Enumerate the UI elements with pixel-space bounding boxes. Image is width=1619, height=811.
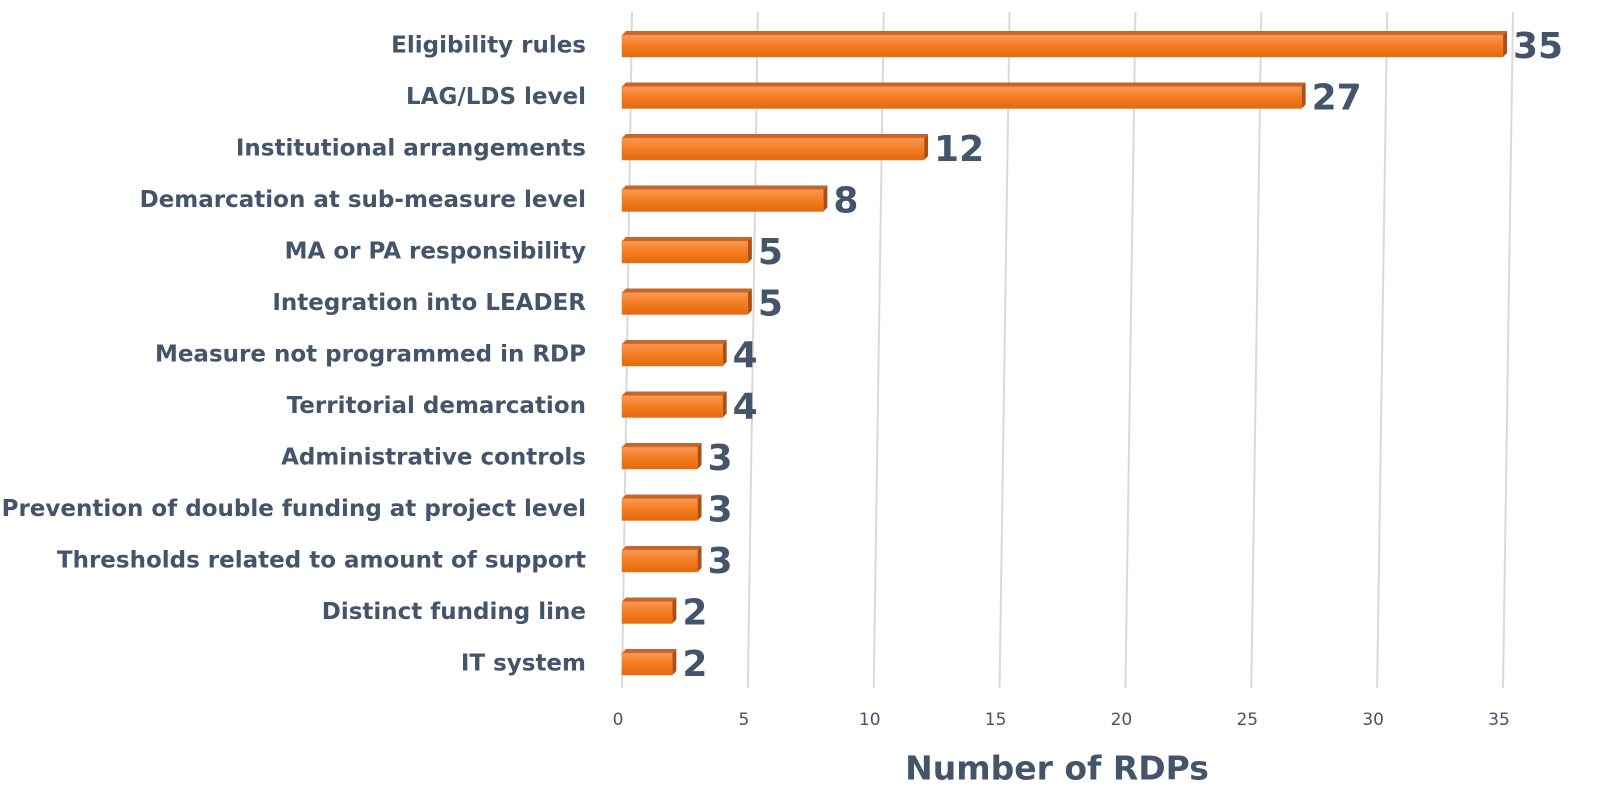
bar-top bbox=[622, 494, 702, 499]
y-tick-label: Measure not programmed in RDP bbox=[155, 342, 586, 368]
x-axis-title: Number of RDPs bbox=[905, 749, 1209, 788]
x-tick-label: 15 bbox=[985, 710, 1007, 730]
bar bbox=[621, 652, 673, 676]
grid-line bbox=[1250, 11, 1263, 689]
bar-top bbox=[622, 31, 1507, 35]
bar-side bbox=[697, 494, 702, 521]
bar-side bbox=[1503, 31, 1507, 57]
bar-top bbox=[622, 288, 752, 293]
bar-top bbox=[622, 237, 752, 241]
y-tick-label: MA or PA responsibility bbox=[285, 239, 586, 265]
x-tick-label: 10 bbox=[859, 710, 881, 730]
bar bbox=[621, 34, 1504, 58]
data-label: 12 bbox=[934, 129, 984, 170]
data-label: 4 bbox=[733, 387, 758, 428]
grid-line bbox=[1376, 11, 1389, 689]
y-tick-label: Territorial demarcation bbox=[287, 393, 586, 419]
bar bbox=[621, 549, 698, 573]
bar bbox=[621, 343, 723, 367]
grid-line bbox=[1502, 11, 1514, 689]
data-label: 3 bbox=[708, 490, 733, 531]
bar-side bbox=[823, 185, 828, 212]
bar-side bbox=[697, 443, 702, 469]
bar-top bbox=[622, 82, 1306, 87]
bar-top bbox=[622, 597, 677, 602]
data-label: 5 bbox=[758, 284, 783, 325]
data-label: 2 bbox=[682, 644, 707, 685]
data-label: 35 bbox=[1513, 26, 1563, 67]
x-tick-label: 25 bbox=[1236, 710, 1258, 730]
bar-top bbox=[622, 185, 828, 190]
data-label: 8 bbox=[833, 181, 858, 222]
x-tick-label: 30 bbox=[1362, 710, 1384, 730]
data-label: 4 bbox=[733, 335, 758, 376]
bar-top bbox=[622, 649, 677, 653]
data-label: 3 bbox=[708, 438, 733, 479]
bar bbox=[621, 498, 698, 521]
bar-side bbox=[924, 134, 929, 160]
grid-line bbox=[872, 11, 885, 689]
y-tick-label: Prevention of double funding at project … bbox=[2, 496, 586, 522]
x-tick-label: 0 bbox=[613, 710, 624, 730]
y-tick-label: LAG/LDS level bbox=[406, 84, 586, 110]
bar bbox=[621, 240, 749, 264]
bar-top bbox=[622, 134, 929, 138]
bar-side bbox=[672, 649, 677, 675]
bar bbox=[621, 292, 749, 315]
grid-line bbox=[1124, 11, 1137, 689]
bar bbox=[621, 446, 698, 470]
data-label: 3 bbox=[708, 541, 733, 582]
y-tick-label: Distinct funding line bbox=[322, 599, 586, 625]
bar-side bbox=[747, 237, 752, 263]
grid-line bbox=[998, 11, 1011, 689]
bar-side bbox=[747, 288, 752, 315]
y-tick-label: Integration into LEADER bbox=[272, 290, 586, 316]
bar-top bbox=[622, 391, 727, 396]
bar-side bbox=[722, 340, 727, 366]
bar-top bbox=[622, 443, 702, 447]
bar bbox=[621, 137, 925, 161]
x-tick-label: 20 bbox=[1111, 710, 1133, 730]
bar-side bbox=[722, 391, 727, 418]
data-label: 27 bbox=[1312, 78, 1362, 119]
bar bbox=[621, 86, 1302, 109]
y-tick-label: Institutional arrangements bbox=[236, 136, 586, 162]
y-tick-label: IT system bbox=[461, 651, 586, 677]
x-tick-label: 35 bbox=[1488, 710, 1510, 730]
bar bbox=[621, 601, 673, 624]
y-tick-label: Administrative controls bbox=[281, 445, 586, 471]
data-label: 2 bbox=[682, 593, 707, 634]
bar-side bbox=[697, 546, 702, 572]
x-tick-label: 5 bbox=[738, 710, 749, 730]
bar-side bbox=[672, 597, 677, 624]
data-label: 5 bbox=[758, 232, 783, 273]
grid-line bbox=[746, 11, 759, 689]
bar-top bbox=[622, 546, 702, 550]
y-tick-label: Eligibility rules bbox=[391, 33, 586, 59]
bar bbox=[621, 395, 723, 418]
bar-top bbox=[622, 340, 727, 344]
y-tick-label: Demarcation at sub-measure level bbox=[140, 187, 586, 213]
y-tick-label: Thresholds related to amount of support bbox=[57, 548, 586, 574]
bar-side bbox=[1301, 82, 1306, 109]
bar bbox=[621, 189, 824, 212]
